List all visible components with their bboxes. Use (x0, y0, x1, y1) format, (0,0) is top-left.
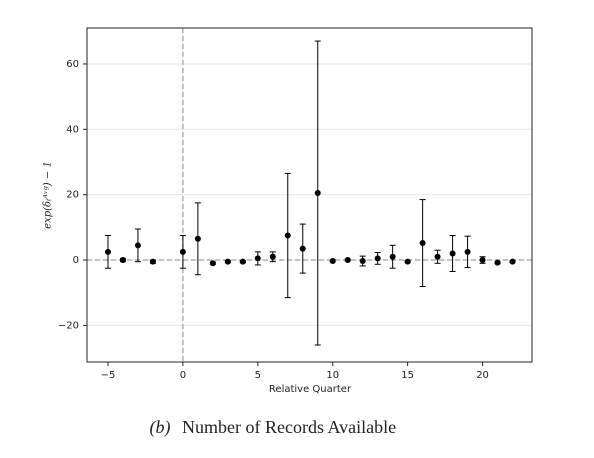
point (299, 245, 306, 252)
point (344, 257, 351, 264)
x-tick-label: 15 (401, 370, 414, 381)
x-tick-label: −5 (101, 370, 116, 381)
point (419, 240, 426, 247)
y-tick-label: 0 (73, 255, 79, 266)
plot-frame (86, 27, 533, 363)
point (509, 258, 516, 265)
point (329, 258, 336, 265)
point (269, 253, 276, 260)
point (314, 190, 321, 197)
x-tick-label: 5 (255, 370, 261, 381)
y-tick-label: 20 (66, 190, 79, 201)
x-tick-label: 10 (326, 370, 339, 381)
y-axis-label: exp(δₜᴬᵛᵍ) − 1 (43, 161, 54, 229)
point (449, 250, 456, 257)
x-tick-label: 0 (180, 370, 186, 381)
point (104, 248, 111, 255)
point (464, 248, 471, 255)
point (404, 258, 411, 265)
caption: Number of Records Available (182, 417, 396, 437)
caption-label: (b) (150, 417, 171, 438)
point (209, 260, 216, 267)
point (254, 255, 261, 262)
point (374, 255, 381, 262)
x-axis-label: Relative Quarter (269, 384, 352, 395)
y-tick-label: −20 (58, 320, 79, 331)
x-tick-label: 20 (476, 370, 489, 381)
point (179, 248, 186, 255)
point (389, 253, 396, 260)
point (239, 258, 246, 265)
point (284, 232, 291, 239)
y-tick-label: 40 (66, 124, 79, 135)
y-tick-label: 60 (66, 59, 79, 70)
point (224, 258, 231, 265)
point (194, 235, 201, 242)
point (479, 257, 486, 264)
point (119, 257, 126, 264)
point (434, 253, 441, 260)
point (494, 259, 501, 266)
point (359, 258, 366, 265)
point (149, 258, 156, 265)
point (134, 242, 141, 249)
